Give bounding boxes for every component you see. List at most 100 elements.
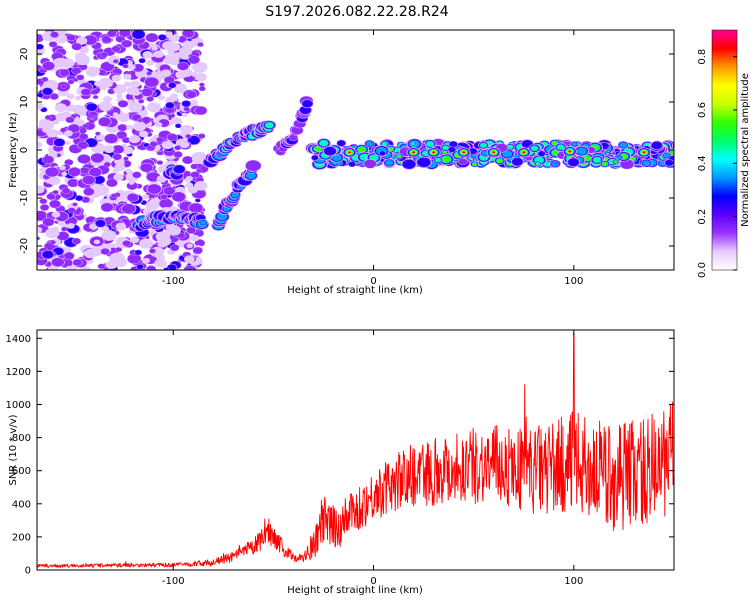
heatmap-blob bbox=[168, 82, 176, 88]
heatmap-blob bbox=[160, 69, 172, 77]
heatmap-blob bbox=[123, 156, 129, 161]
heatmap-blob bbox=[95, 131, 101, 136]
heatmap-blob bbox=[163, 267, 169, 270]
heatmap-blob bbox=[157, 94, 165, 101]
heatmap-blob bbox=[194, 239, 205, 247]
heatmap-blob bbox=[130, 236, 140, 244]
heatmap-blob bbox=[188, 55, 200, 64]
heatmap-blob bbox=[175, 70, 187, 79]
heatmap-blob bbox=[177, 62, 189, 71]
heatmap-blob bbox=[127, 193, 139, 202]
heatmap-blob bbox=[45, 227, 60, 239]
heatmap-blob bbox=[151, 46, 158, 51]
heatmap-blob bbox=[64, 130, 73, 137]
heatmap-blob bbox=[112, 112, 119, 117]
heatmap-blob bbox=[37, 93, 44, 98]
heatmap-blob bbox=[186, 243, 193, 248]
heatmap-blob bbox=[190, 171, 200, 178]
heatmap-blob bbox=[195, 198, 201, 202]
heatmap-blob bbox=[62, 187, 70, 194]
heatmap-blob bbox=[190, 163, 198, 169]
heatmap-blob bbox=[61, 84, 67, 89]
heatmap-blob bbox=[149, 248, 156, 254]
heatmap-blob bbox=[103, 145, 115, 154]
heatmap-blob bbox=[156, 137, 164, 143]
heatmap-blob bbox=[79, 167, 90, 174]
heatmap-blob bbox=[139, 58, 146, 63]
heatmap-blob bbox=[154, 122, 163, 128]
heatmap-blob bbox=[162, 41, 175, 50]
heatmap-blob bbox=[60, 127, 67, 133]
heatmap-blob bbox=[45, 167, 59, 177]
heatmap-blob bbox=[159, 198, 173, 209]
heatmap-blob bbox=[42, 155, 54, 164]
heatmap-blob bbox=[165, 102, 174, 109]
heatmap-blob bbox=[195, 62, 208, 71]
heatmap-blob bbox=[75, 54, 90, 66]
heatmap-blob bbox=[169, 93, 179, 100]
heatmap-blob bbox=[136, 264, 144, 269]
heatmap-blob bbox=[128, 102, 143, 113]
heatmap-blob bbox=[170, 117, 179, 123]
heatmap-blob bbox=[54, 103, 67, 113]
heatmap-blob bbox=[128, 135, 141, 144]
heatmap-blob bbox=[41, 77, 49, 82]
heatmap-blob bbox=[94, 81, 101, 87]
heatmap-blob bbox=[82, 124, 89, 128]
heatmap-blob bbox=[138, 130, 149, 138]
heatmap-blob bbox=[130, 80, 141, 88]
heatmap-blob bbox=[160, 194, 168, 200]
heatmap-blob bbox=[173, 83, 187, 94]
heatmap-blob bbox=[37, 210, 48, 221]
heatmap-blob bbox=[37, 44, 44, 50]
spectrogram-marks bbox=[37, 30, 674, 270]
heatmap-blob bbox=[52, 190, 59, 195]
heatmap-blob bbox=[100, 52, 108, 58]
heatmap-blob bbox=[78, 63, 88, 71]
heatmap-blob bbox=[113, 59, 119, 64]
heatmap-blob bbox=[122, 137, 131, 144]
heatmap-blob bbox=[72, 259, 83, 266]
heatmap-blob bbox=[76, 74, 84, 81]
heatmap-blob bbox=[71, 104, 85, 114]
heatmap-blob bbox=[245, 160, 261, 172]
heatmap-blob bbox=[51, 211, 61, 218]
heatmap-blob bbox=[62, 111, 72, 118]
heatmap-blob bbox=[46, 128, 59, 138]
heatmap-blob bbox=[122, 64, 129, 69]
heatmap-blob bbox=[65, 116, 75, 123]
heatmap-blob bbox=[75, 95, 81, 101]
heatmap-blob bbox=[64, 159, 74, 166]
heatmap-blob bbox=[98, 101, 113, 112]
heatmap-blob bbox=[42, 88, 53, 95]
heatmap-blob bbox=[127, 253, 141, 264]
heatmap-blob bbox=[183, 106, 190, 112]
heatmap-blob bbox=[132, 64, 144, 72]
heatmap-blob bbox=[146, 96, 154, 102]
heatmap-blob bbox=[94, 184, 110, 196]
heatmap-blob bbox=[147, 184, 162, 194]
heatmap-blob bbox=[81, 88, 91, 96]
heatmap-blob bbox=[37, 141, 43, 149]
heatmap-blob bbox=[101, 230, 117, 241]
heatmap-blob bbox=[42, 61, 55, 71]
heatmap-blob bbox=[158, 34, 167, 41]
heatmap-blob bbox=[146, 71, 152, 76]
heatmap-blob bbox=[173, 151, 183, 158]
heatmap-blob bbox=[173, 52, 183, 59]
heatmap-blob bbox=[46, 193, 56, 200]
heatmap-blob bbox=[182, 100, 191, 107]
heatmap-blob bbox=[105, 260, 118, 270]
heatmap-blob bbox=[115, 247, 122, 252]
heatmap-blob bbox=[71, 43, 82, 51]
heatmap-blob bbox=[302, 100, 313, 108]
heatmap-blob bbox=[139, 238, 154, 249]
heatmap-blob bbox=[167, 133, 178, 141]
heatmap-blob bbox=[112, 153, 122, 160]
heatmap-blob bbox=[37, 64, 42, 70]
heatmap-blob bbox=[186, 227, 196, 234]
heatmap-blob bbox=[186, 91, 197, 99]
heatmap-blob bbox=[146, 145, 152, 150]
heatmap-blob bbox=[122, 146, 134, 155]
